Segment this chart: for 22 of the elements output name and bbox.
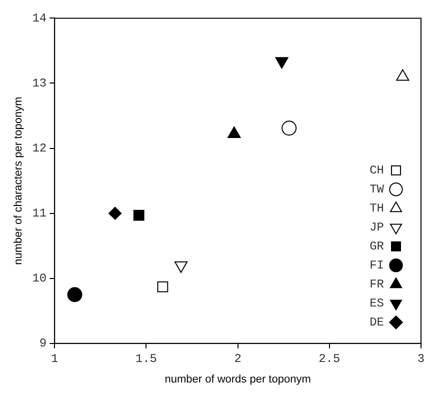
y-tick-label: 13 (32, 76, 47, 90)
legend-label: FI (370, 258, 384, 273)
x-tick-label: 2.5 (318, 352, 340, 366)
y-tick-label: 11 (32, 206, 47, 220)
legend-label: CH (370, 164, 384, 178)
x-tick-label: 3 (417, 352, 425, 366)
legend-label: TW (370, 182, 385, 197)
x-tick-label: 1.5 (135, 352, 158, 366)
x-tick-label: 1 (51, 352, 58, 366)
legend-label: JP (370, 220, 384, 235)
legend-label: TH (370, 202, 384, 216)
y-tick-label: 14 (32, 11, 47, 26)
x-axis-title: number of words per toponym (164, 373, 311, 386)
y-tick-label: 12 (32, 141, 47, 156)
legend-label: GR (370, 240, 384, 254)
legend-label: ES (370, 296, 384, 311)
y-tick-label: 10 (32, 272, 47, 286)
x-tick-label: 2 (234, 352, 242, 366)
legend-label: DE (370, 316, 384, 330)
y-axis-title: number of characters per toponym (12, 96, 25, 265)
legend-label: FR (370, 278, 384, 292)
y-tick-label: 9 (39, 336, 47, 351)
